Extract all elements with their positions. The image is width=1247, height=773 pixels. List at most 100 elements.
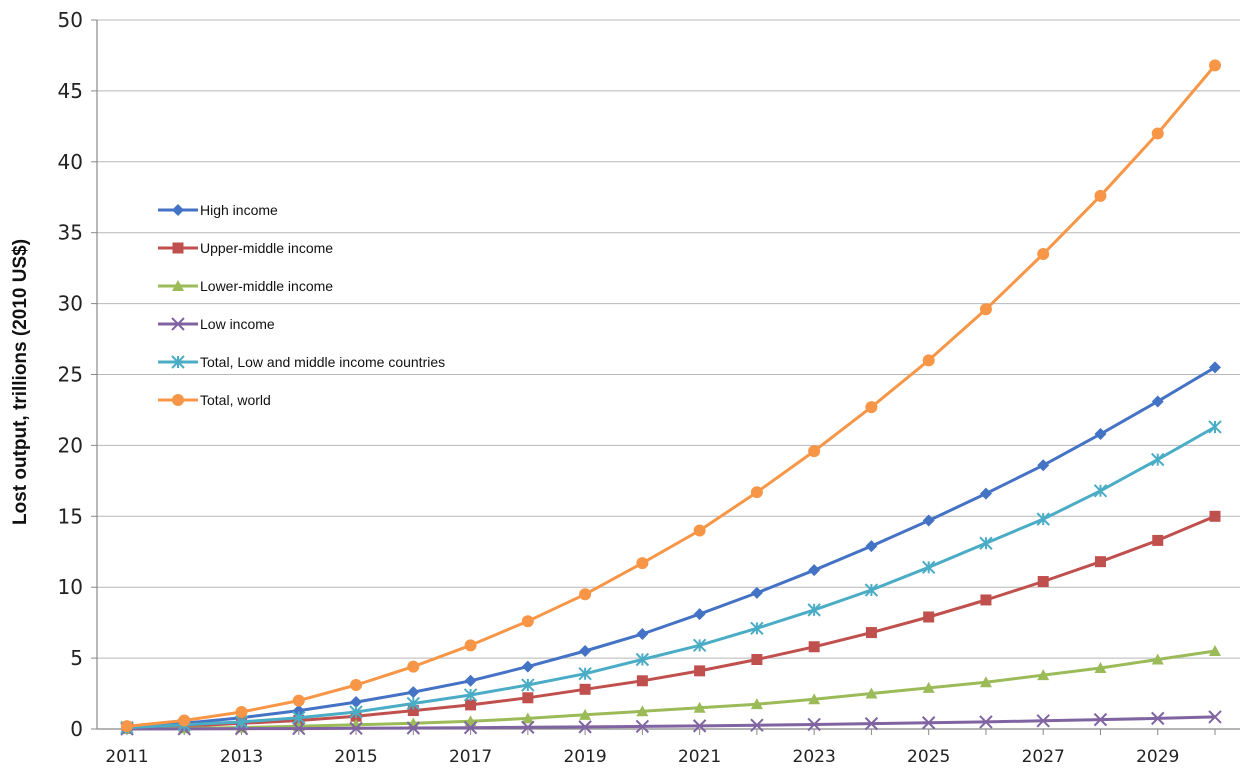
data-point-3-4 <box>349 721 363 735</box>
data-point-4-12 <box>807 603 821 617</box>
data-point-2-15 <box>979 676 992 688</box>
data-point-3-17 <box>1093 712 1108 727</box>
data-point-4-5 <box>406 696 421 711</box>
data-point-1-15 <box>980 594 992 606</box>
data-point-3-15 <box>979 715 993 729</box>
data-point-5-12 <box>808 445 821 458</box>
series-1 <box>121 510 1221 734</box>
legend-swatch-marker-5 <box>172 394 184 406</box>
data-point-5-18 <box>1151 127 1164 140</box>
data-point-4-16 <box>1036 512 1050 526</box>
data-point-3-10 <box>692 719 707 733</box>
data-point-0-13 <box>865 540 878 553</box>
legend-label-3: Low income <box>200 316 275 332</box>
data-point-1-8 <box>579 683 591 695</box>
data-point-0-4 <box>350 696 363 709</box>
legend-swatch-marker-3 <box>171 317 185 331</box>
data-point-0-5 <box>407 686 420 699</box>
data-point-1-11 <box>751 654 763 666</box>
y-tick-label-50: 50 <box>58 8 83 32</box>
data-point-4-11 <box>750 621 764 636</box>
data-point-4-4 <box>349 705 363 719</box>
series-5 <box>121 59 1221 733</box>
data-point-4-3 <box>292 710 306 725</box>
data-point-5-2 <box>235 705 248 718</box>
legend-item-0: High income <box>158 202 278 218</box>
y-tick-label-45: 45 <box>58 79 83 103</box>
data-point-3-12 <box>807 717 821 732</box>
series-line-5 <box>126 64 1217 728</box>
y-tick-label-0: 0 <box>70 717 83 741</box>
data-point-4-18 <box>1151 452 1165 467</box>
data-point-3-3 <box>292 721 306 736</box>
data-point-0-7 <box>521 660 534 673</box>
series-line-4 <box>126 425 1216 730</box>
data-point-5-9 <box>636 557 649 570</box>
data-point-2-13 <box>865 687 878 699</box>
data-point-1-14 <box>923 611 935 623</box>
data-point-1-13 <box>865 627 877 639</box>
data-point-5-14 <box>922 354 935 367</box>
data-point-4-7 <box>521 678 535 692</box>
data-point-5-15 <box>979 303 992 316</box>
data-point-2-18 <box>1151 653 1164 665</box>
legend-item-2: Lower-middle income <box>158 278 333 294</box>
x-tick-label-2015: 2015 <box>334 747 377 767</box>
data-point-1-9 <box>636 675 648 687</box>
x-tick-label-2027: 2027 <box>1022 747 1065 767</box>
legend-item-4: Total, Low and middle income countries <box>158 354 445 370</box>
y-axis-ticks: 0 5 10 15 20 25 30 35 40 45 50 <box>58 8 97 741</box>
series-line-1 <box>126 514 1216 730</box>
data-point-3-11 <box>750 718 764 732</box>
legend-swatch-marker-2 <box>172 280 184 291</box>
series-line-2 <box>126 649 1216 731</box>
gridlines <box>97 19 1240 730</box>
x-tick-label-2029: 2029 <box>1136 747 1179 767</box>
x-axis-ticks: 2011 2013 2015 2017 2019 2021 2023 2025 2027 2029 <box>105 729 1216 767</box>
legend-item-3: Low income <box>158 316 275 332</box>
data-point-3-18 <box>1151 711 1165 726</box>
data-point-5-17 <box>1094 189 1107 202</box>
y-tick-label-20: 20 <box>58 433 83 457</box>
data-point-3-19 <box>1208 710 1222 724</box>
x-tick-label-2011: 2011 <box>105 747 148 767</box>
y-tick-label-15: 15 <box>58 504 83 528</box>
x-tick-label-2017: 2017 <box>449 747 492 767</box>
legend-swatch-marker-1 <box>172 242 184 254</box>
y-axis-label: Lost output, trillions (2010 US$) <box>10 239 31 525</box>
data-point-0-17 <box>1094 428 1107 441</box>
data-point-4-9 <box>635 652 650 667</box>
data-point-5-3 <box>292 694 305 707</box>
data-point-5-7 <box>521 615 534 628</box>
legend: High income Upper-middle income Lower-midd… <box>158 202 445 408</box>
data-point-2-14 <box>922 681 935 693</box>
data-point-5-8 <box>579 588 592 601</box>
data-point-2-10 <box>693 701 706 713</box>
y-tick-label-5: 5 <box>70 646 83 670</box>
x-tick-label-2021: 2021 <box>678 747 721 767</box>
legend-item-5: Total, world <box>158 392 271 408</box>
data-point-4-19 <box>1208 420 1222 434</box>
legend-swatch-marker-0 <box>172 204 184 216</box>
data-point-3-14 <box>921 716 936 730</box>
data-point-1-5 <box>407 705 419 717</box>
data-point-5-11 <box>750 486 763 499</box>
x-tick-label-2025: 2025 <box>907 747 950 767</box>
data-point-1-19 <box>1209 510 1221 522</box>
data-point-1-16 <box>1037 576 1049 588</box>
data-point-3-16 <box>1036 714 1050 728</box>
legend-label-2: Lower-middle income <box>200 278 333 294</box>
legend-label-4: Total, Low and middle income countries <box>200 354 445 370</box>
y-tick-label-25: 25 <box>58 363 83 387</box>
data-point-3-9 <box>635 719 650 734</box>
data-point-2-12 <box>808 693 821 705</box>
data-point-0-12 <box>808 564 821 577</box>
data-point-4-14 <box>921 560 936 575</box>
data-point-5-0 <box>121 720 133 733</box>
data-point-3-5 <box>406 721 421 735</box>
data-point-0-19 <box>1209 361 1221 374</box>
x-tick-label-2019: 2019 <box>563 747 606 767</box>
data-point-2-16 <box>1037 669 1050 681</box>
data-point-1-6 <box>465 699 477 711</box>
